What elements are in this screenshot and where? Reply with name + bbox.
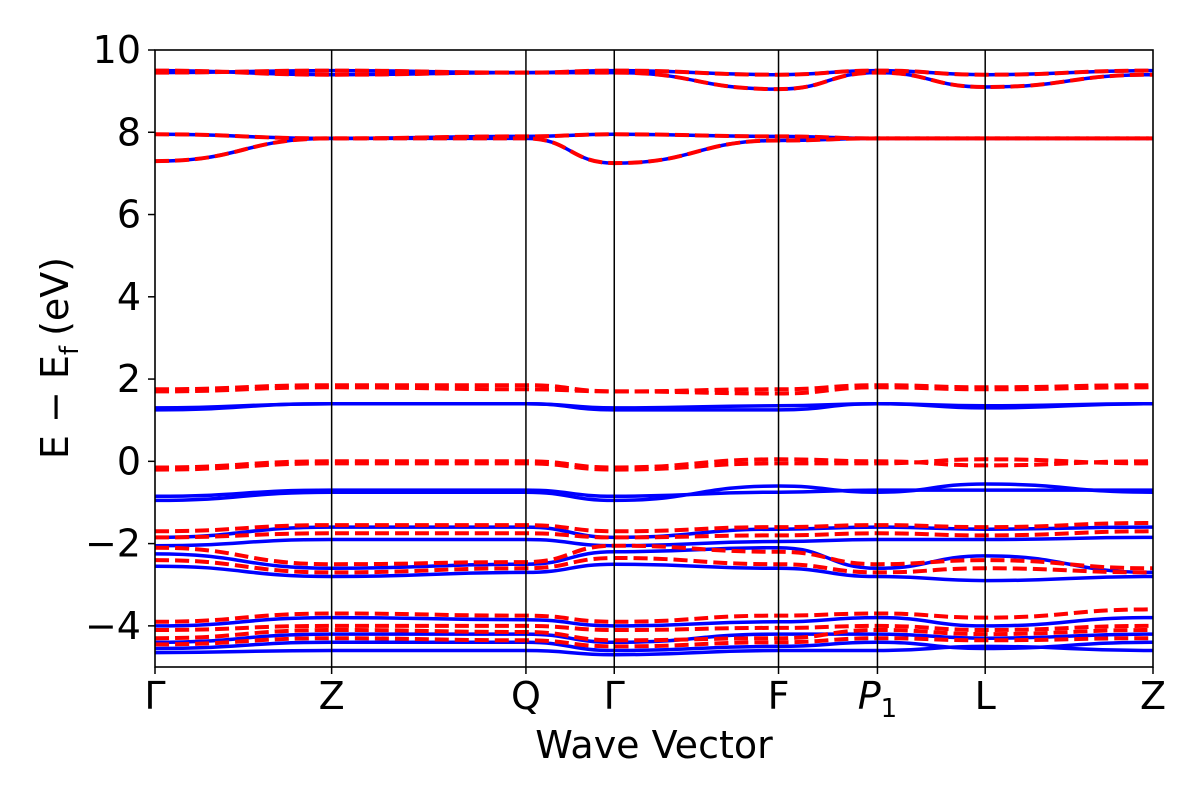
red-dashed-band-0 (155, 136, 1153, 166)
y-axis-label-unit: (eV) (33, 257, 77, 336)
x-axis-label: Wave Vector (535, 723, 773, 767)
red-dashed-band-5 (155, 385, 1153, 396)
red-dashed-band-1 (155, 132, 1153, 141)
bands-layer (155, 68, 1153, 657)
y-tick-label: 2 (117, 357, 141, 401)
blue-solid-band-10 (155, 545, 1153, 575)
red-dashed-band-3 (155, 68, 1153, 92)
x-tick-label: Γ (604, 674, 625, 718)
y-tick-label: −2 (85, 522, 141, 566)
x-tick-label: Z (319, 674, 345, 718)
blue-solid-band-6 (155, 482, 1153, 503)
y-tick-label: 8 (117, 110, 141, 154)
x-tick-label: L (975, 674, 996, 718)
x-tick-label: P1 (858, 674, 897, 724)
kpoint-lines (330, 50, 986, 667)
red-dashed-band-11 (155, 555, 1153, 575)
y-tick-label: 0 (117, 439, 141, 483)
x-tick-label: Z (1140, 674, 1166, 718)
plot-frame (154, 49, 1154, 668)
y-tick-label: 4 (117, 275, 141, 319)
x-axis: Γ Z Q Γ F P1 L Z (144, 667, 1166, 724)
y-axis: −4 −2 0 2 4 6 8 10 (85, 28, 155, 648)
y-tick-label: 10 (93, 28, 141, 72)
y-tick-label: −4 (85, 604, 141, 648)
y-axis-label: E − Ef (eV) (33, 257, 85, 459)
y-axis-label-subscript: f (55, 345, 85, 355)
red-dashed-band-10 (155, 543, 1153, 571)
y-tick-label: 6 (117, 193, 141, 237)
blue-solid-band-5 (155, 401, 1153, 410)
y-axis-label-main: E − E (33, 355, 77, 459)
x-tick-label: Q (511, 674, 541, 718)
x-tick-label: F (768, 674, 790, 718)
red-dashed-band-12 (155, 607, 1153, 624)
x-tick-label: Γ (144, 674, 165, 718)
